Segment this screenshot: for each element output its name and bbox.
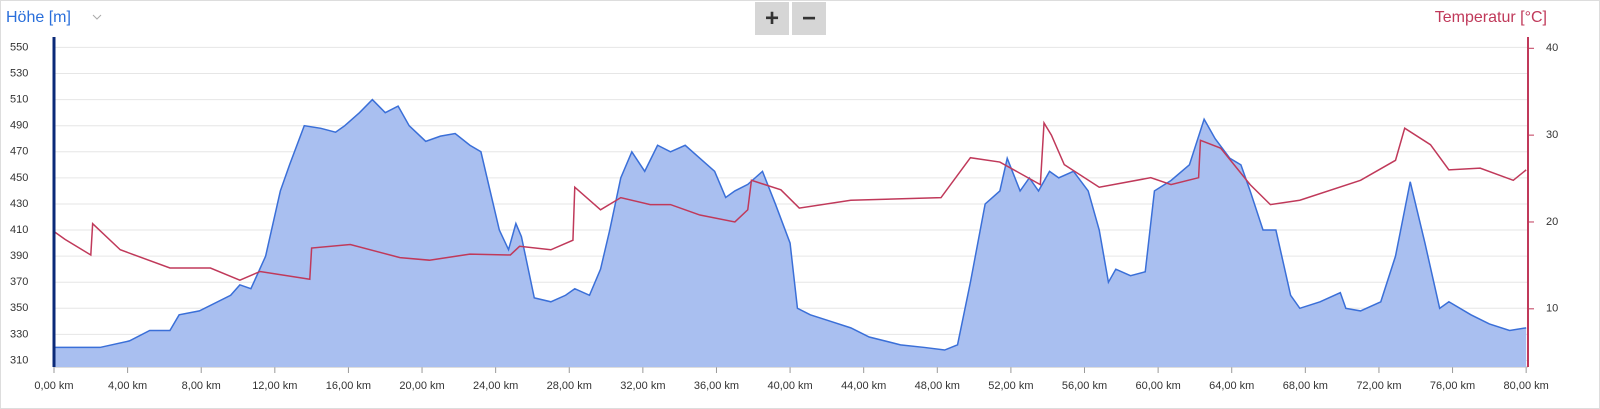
y-tick-label: 470	[10, 146, 28, 158]
elevation-area	[54, 99, 1527, 367]
y-tick-label: 350	[10, 302, 28, 314]
x-tick-label: 40,00 km	[767, 380, 812, 392]
y2-tick-label: 30	[1546, 129, 1558, 141]
y-tick-label: 510	[10, 94, 28, 106]
x-tick-label: 36,00 km	[694, 380, 739, 392]
y2-tick-label: 10	[1546, 303, 1558, 315]
x-tick-label: 44,00 km	[841, 380, 886, 392]
dropdown-arrow[interactable]	[92, 14, 102, 20]
y-tick-label: 410	[10, 224, 28, 236]
x-tick-label: 60,00 km	[1135, 380, 1180, 392]
x-tick-label: 72,00 km	[1356, 380, 1401, 392]
y-tick-label: 370	[10, 276, 28, 288]
zoom-out-button[interactable]: −	[792, 2, 826, 35]
y2-axis-title: Temperatur [°C]	[1435, 9, 1547, 26]
x-tick-label: 68,00 km	[1283, 380, 1328, 392]
x-tick-label: 8,00 km	[182, 380, 221, 392]
y-tick-label: 430	[10, 198, 28, 210]
y-tick-label: 450	[10, 172, 28, 184]
y-tick-label: 530	[10, 67, 28, 79]
y2-tick-label: 20	[1546, 216, 1558, 228]
temperature-line	[53, 120, 1527, 281]
zoom-in-button[interactable]: +	[755, 2, 789, 35]
y-tick-label: 310	[10, 354, 28, 366]
y2-tick-label: 40	[1546, 42, 1558, 54]
x-tick-label: 12,00 km	[252, 380, 297, 392]
x-tick-label: 20,00 km	[399, 380, 444, 392]
x-tick-label: 4,00 km	[108, 380, 147, 392]
x-tick-label: 56,00 km	[1062, 380, 1107, 392]
x-tick-label: 24,00 km	[473, 380, 518, 392]
x-tick-label: 28,00 km	[547, 380, 592, 392]
x-tick-label: 32,00 km	[620, 380, 665, 392]
y-tick-label: 550	[10, 41, 28, 53]
y-tick-label: 330	[10, 328, 28, 340]
x-tick-label: 48,00 km	[915, 380, 960, 392]
elevation-line	[54, 98, 1527, 351]
x-tick-label: 52,00 km	[988, 380, 1033, 392]
x-tick-label: 16,00 km	[326, 380, 371, 392]
y-axis-title: Höhe [m]	[6, 9, 71, 26]
x-tick-label: 76,00 km	[1430, 380, 1475, 392]
y-tick-label: 490	[10, 120, 28, 132]
y-tick-label: 390	[10, 250, 28, 262]
x-tick-label: 80,00 km	[1504, 380, 1549, 392]
x-tick-label: 64,00 km	[1209, 380, 1254, 392]
x-tick-label: 0,00 km	[34, 380, 73, 392]
